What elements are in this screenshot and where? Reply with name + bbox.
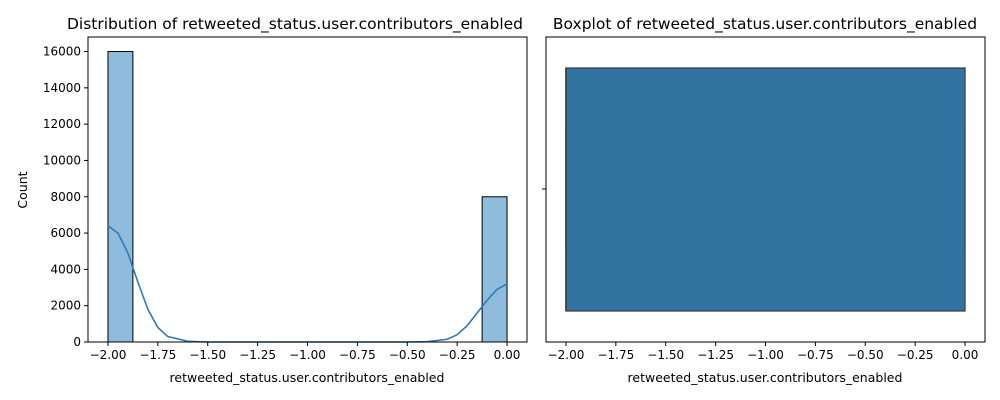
histogram-bar — [107, 51, 134, 343]
boxplot-xlabel: retweeted_status.user.contributors_enabl… — [628, 370, 903, 385]
histogram-x-tick-label: −0.75 — [339, 348, 376, 362]
histogram-panel: Distribution of retweeted_status.user.co… — [15, 15, 528, 385]
histogram-frame — [87, 36, 528, 343]
histogram-y-tick-label: 6000 — [50, 226, 81, 240]
boxplot-x-tick-label: −2.00 — [548, 348, 585, 362]
histogram-y-tick-label: 10000 — [43, 153, 81, 167]
histogram-x-tick-label: −1.50 — [189, 348, 226, 362]
boxplot-panel: Boxplot of retweeted_status.user.contrib… — [542, 15, 986, 385]
boxplot-box — [565, 67, 966, 312]
histogram-x-tick-label: −1.00 — [289, 348, 326, 362]
boxplot-x-tick-label: −1.25 — [697, 348, 734, 362]
boxplot-x-tick-label: 0.00 — [952, 348, 979, 362]
histogram-x-tick-label: −2.00 — [90, 348, 127, 362]
histogram-x-tick-label: −1.25 — [239, 348, 276, 362]
boxplot-x-tick-label: −1.00 — [747, 348, 784, 362]
boxplot-x-tick-label: −0.50 — [847, 348, 884, 362]
histogram-bar — [481, 196, 508, 343]
boxplot-x-tick-label: −1.75 — [597, 348, 634, 362]
histogram-y-tick-label: 0 — [73, 335, 81, 349]
histogram-x-tick-label: −0.50 — [389, 348, 426, 362]
histogram-ylabel: Count — [15, 171, 30, 208]
kde-line — [107, 225, 508, 343]
histogram-y-tick-label: 2000 — [50, 299, 81, 313]
boxplot-frame — [545, 36, 986, 343]
histogram-y-tick-label: 8000 — [50, 190, 81, 204]
histogram-title: Distribution of retweeted_status.user.co… — [67, 15, 523, 34]
histogram-x-tick-label: −0.25 — [439, 348, 476, 362]
histogram-y-tick-label: 12000 — [43, 117, 81, 131]
boxplot-x-tick-label: −1.50 — [647, 348, 684, 362]
histogram-y-tick-label: 16000 — [43, 45, 81, 59]
histogram-x-tick-label: −1.75 — [139, 348, 176, 362]
boxplot-title: Boxplot of retweeted_status.user.contrib… — [553, 15, 977, 34]
histogram-y-tick-label: 4000 — [50, 262, 81, 276]
boxplot-x-tick-label: −0.25 — [897, 348, 934, 362]
histogram-y-tick-label: 14000 — [43, 81, 81, 95]
boxplot-x-tick-label: −0.75 — [797, 348, 834, 362]
histogram-x-tick-label: 0.00 — [494, 348, 521, 362]
histogram-xlabel: retweeted_status.user.contributors_enabl… — [170, 370, 445, 385]
